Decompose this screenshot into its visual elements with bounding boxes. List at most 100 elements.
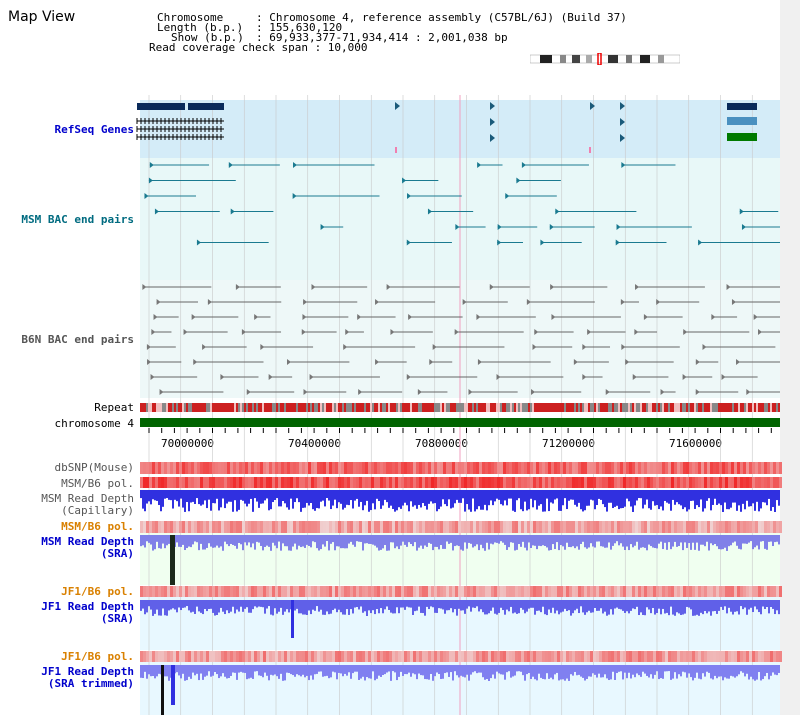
- depth-bar: [388, 600, 390, 610]
- depth-bar: [710, 535, 712, 544]
- repeat-mark: [542, 403, 544, 412]
- depth-bar: [286, 535, 288, 547]
- pol-cell: [149, 477, 152, 488]
- pol-cell: [215, 651, 218, 662]
- pol-cell: [713, 477, 716, 488]
- depth-bar: [696, 490, 698, 506]
- depth-bar: [320, 535, 322, 550]
- track-label-msm-bac[interactable]: MSM BAC end pairs: [21, 213, 134, 226]
- pol-cell: [539, 521, 542, 533]
- track-label-b6n-bac[interactable]: B6N BAC end pairs: [21, 333, 134, 346]
- repeat-mark: [322, 403, 324, 412]
- pol-cell: [656, 477, 659, 488]
- bac-end: [254, 314, 259, 320]
- bac-end: [621, 162, 626, 168]
- pol-cell: [179, 586, 182, 597]
- depth-bar: [216, 490, 218, 499]
- pol-cell: [599, 586, 602, 597]
- depth-bar: [340, 490, 342, 504]
- depth-bar: [254, 665, 256, 672]
- depth-bar: [634, 490, 636, 506]
- depth-bar: [520, 665, 522, 672]
- depth-bar: [758, 535, 760, 550]
- depth-bar: [354, 600, 356, 608]
- chromosome-ideogram[interactable]: [530, 53, 680, 65]
- depth-bar: [576, 665, 578, 676]
- pol-cell: [713, 462, 716, 474]
- pol-cell: [449, 462, 452, 474]
- depth-bar: [288, 490, 290, 510]
- depth-bar: [776, 535, 778, 542]
- pol-cell: [503, 521, 506, 533]
- depth-bar: [526, 535, 528, 551]
- depth-bar: [708, 535, 710, 551]
- repeat-mark: [396, 403, 398, 412]
- depth-bar: [146, 600, 148, 613]
- pol-cell: [719, 651, 722, 662]
- pol-cell: [341, 462, 344, 474]
- pol-cell: [584, 462, 587, 474]
- pol-cell: [581, 477, 584, 488]
- pol-cell: [602, 477, 605, 488]
- depth-bar: [436, 665, 438, 673]
- pol-cell: [401, 521, 404, 533]
- pol-cell: [557, 521, 560, 533]
- pol-cell: [740, 462, 743, 474]
- repeat-mark: [600, 403, 602, 412]
- pol-cell: [386, 651, 389, 662]
- depth-bar: [364, 535, 366, 544]
- depth-bar: [200, 535, 202, 544]
- repeat-mark: [420, 403, 422, 412]
- pol-cell: [395, 477, 398, 488]
- pol-cell: [176, 462, 179, 474]
- pol-cell: [254, 651, 257, 662]
- pol-cell: [650, 521, 653, 533]
- pol-cell: [437, 462, 440, 474]
- depth-bar: [578, 490, 580, 503]
- pol-cell: [407, 477, 410, 488]
- pol-cell: [308, 586, 311, 597]
- depth-bar: [498, 490, 500, 500]
- depth-bar: [390, 535, 392, 543]
- pol-cell: [518, 586, 521, 597]
- depth-bar: [570, 600, 572, 616]
- depth-bar: [216, 535, 218, 546]
- depth-bar: [378, 600, 380, 614]
- pol-cell: [599, 477, 602, 488]
- depth-bar: [444, 490, 446, 505]
- repeat-mark: [312, 403, 314, 412]
- pol-cell: [215, 586, 218, 597]
- depth-bar: [294, 490, 296, 503]
- pol-cell: [572, 462, 575, 474]
- depth-bar: [204, 490, 206, 501]
- depth-bar: [318, 600, 320, 612]
- pol-cell: [587, 477, 590, 488]
- pol-cell: [383, 651, 386, 662]
- depth-bar: [180, 665, 182, 679]
- depth-bar: [336, 665, 338, 680]
- bac-end: [721, 374, 726, 380]
- track-label-refseq[interactable]: RefSeq Genes: [54, 123, 134, 136]
- pol-cell: [368, 521, 371, 533]
- depth-bar: [386, 600, 388, 607]
- pol-cell: [398, 651, 401, 662]
- pol-cell: [698, 477, 701, 488]
- repeat-mark: [554, 403, 556, 412]
- pol-cell: [518, 462, 521, 474]
- repeat-mark: [586, 403, 588, 412]
- depth-bar: [498, 665, 500, 674]
- pol-cell: [326, 651, 329, 662]
- depth-bar: [676, 535, 678, 547]
- depth-bar: [708, 490, 710, 499]
- depth-bar: [452, 535, 454, 551]
- depth-bar: [666, 490, 668, 503]
- depth-bar: [732, 490, 734, 503]
- depth-bar: [600, 600, 602, 609]
- depth-bar: [566, 490, 568, 510]
- pol-cell: [185, 477, 188, 488]
- pol-cell: [290, 521, 293, 533]
- pol-cell: [287, 651, 290, 662]
- bac-end: [621, 344, 626, 350]
- bac-end: [698, 239, 703, 246]
